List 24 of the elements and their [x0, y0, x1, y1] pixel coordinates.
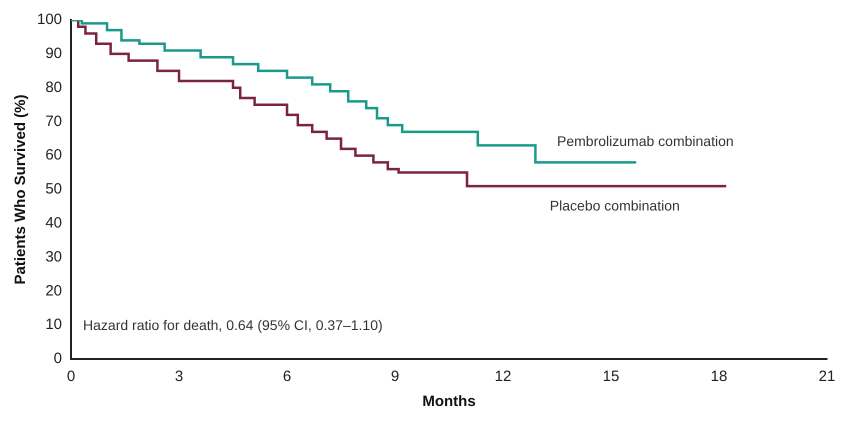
x-tick-label: 0: [66, 368, 76, 386]
annotation: Hazard ratio for death, 0.64 (95% CI, 0.37–1.10): [83, 316, 383, 333]
y-tick-label: 40: [45, 214, 62, 232]
x-tick-label: 3: [174, 368, 184, 386]
y-tick-label: 30: [45, 248, 62, 266]
x-axis-title: Months: [422, 393, 476, 410]
x-tick-label: 6: [282, 368, 292, 386]
x-tick-label: 12: [494, 368, 512, 386]
series-label: Pembrolizumab combination: [557, 132, 734, 149]
x-tick-label: 18: [710, 368, 728, 386]
y-tick-label: 10: [45, 316, 62, 334]
x-tick-label: 15: [602, 368, 620, 386]
y-tick-label: 70: [45, 112, 62, 130]
y-tick-label: 100: [36, 11, 62, 28]
x-tick-label: 9: [390, 368, 400, 386]
series-label: Placebo combination: [550, 197, 680, 214]
y-tick-label: 90: [45, 45, 62, 62]
y-tick-label: 80: [45, 78, 62, 96]
y-tick-label: 50: [45, 180, 62, 198]
y-tick-label: 0: [54, 350, 62, 368]
y-axis-title: Patients Who Survived (%): [12, 94, 30, 285]
x-tick-label: 21: [818, 368, 836, 386]
y-tick-label: 60: [45, 146, 62, 164]
y-tick-label: 20: [45, 282, 62, 300]
